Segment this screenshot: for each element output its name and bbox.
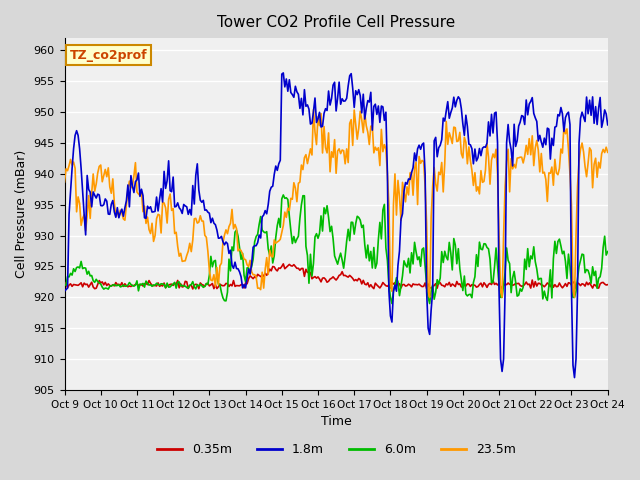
- Y-axis label: Cell Pressure (mBar): Cell Pressure (mBar): [15, 150, 28, 278]
- Legend: 0.35m, 1.8m, 6.0m, 23.5m: 0.35m, 1.8m, 6.0m, 23.5m: [152, 438, 520, 461]
- Title: Tower CO2 Profile Cell Pressure: Tower CO2 Profile Cell Pressure: [217, 15, 455, 30]
- Text: TZ_co2prof: TZ_co2prof: [70, 48, 148, 61]
- X-axis label: Time: Time: [321, 415, 351, 428]
